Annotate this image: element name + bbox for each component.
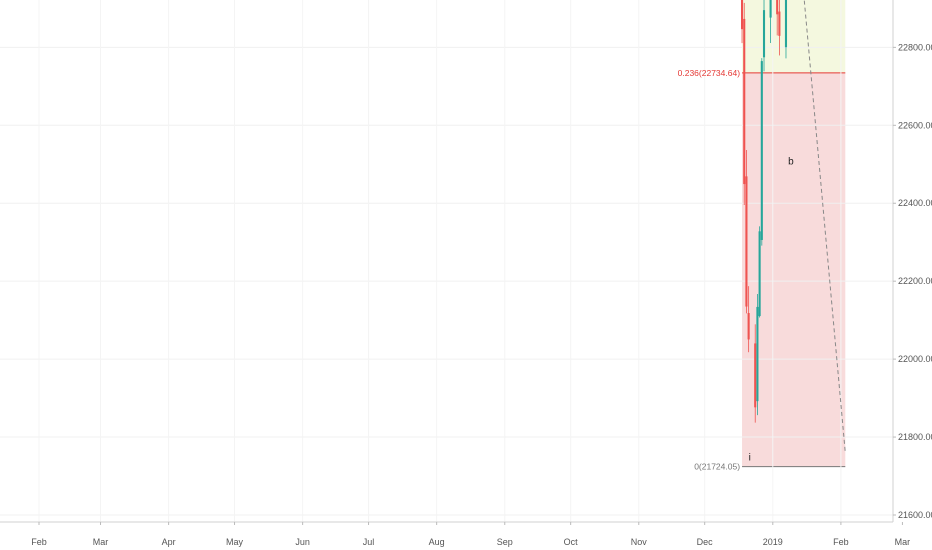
time-tick-label: Mar xyxy=(93,537,109,547)
time-tick-label: Dec xyxy=(697,537,714,547)
price-tick-label: 21600.00 xyxy=(898,510,932,520)
price-tick-label: 22800.00 xyxy=(898,42,932,52)
candles-layer xyxy=(740,0,788,423)
time-tick-label: Nov xyxy=(631,537,648,547)
fib-level-label: 0.236(22734.64) xyxy=(678,68,741,78)
time-tick-label: Jul xyxy=(363,537,375,547)
time-tick-label: May xyxy=(226,537,244,547)
time-tick-label: 2019 xyxy=(763,537,783,547)
candle-body xyxy=(756,306,759,402)
wave-label: b xyxy=(788,156,794,167)
candle-body xyxy=(754,343,757,408)
candle-body xyxy=(769,0,772,18)
candle-body xyxy=(760,61,763,240)
time-tick-label: Aug xyxy=(429,537,445,547)
time-tick-label: Feb xyxy=(833,537,849,547)
projection-line xyxy=(803,0,846,453)
wave-label: i xyxy=(749,452,751,463)
candle-body xyxy=(740,0,744,30)
time-tick-label: Oct xyxy=(564,537,579,547)
price-tick-label: 22000.00 xyxy=(898,354,932,364)
time-tick-label: Sep xyxy=(497,537,513,547)
candle-body xyxy=(747,313,750,340)
time-axis-bg xyxy=(0,522,893,550)
candle-body xyxy=(745,176,748,307)
time-tick-label: Mar xyxy=(895,537,911,547)
price-axis-bg xyxy=(893,0,932,550)
fib-level-label: 0(21724.05) xyxy=(694,462,740,472)
fibonacci-labels-layer: 1(26006.22)0.786(25089.83)0.618(24370.45… xyxy=(678,68,741,472)
fib-zone xyxy=(742,0,846,73)
time-tick-label: Feb xyxy=(31,537,47,547)
trendlines-layer xyxy=(803,0,846,453)
time-tick-label: Jun xyxy=(295,537,310,547)
candle-body xyxy=(784,0,788,48)
time-tick-label: Apr xyxy=(162,537,176,547)
candle-body xyxy=(743,18,746,185)
price-tick-label: 22600.00 xyxy=(898,120,932,130)
price-tick-label: 21800.00 xyxy=(898,432,932,442)
candle-body xyxy=(758,231,761,317)
candle-body xyxy=(762,10,766,58)
candle-body xyxy=(776,0,779,15)
annotations-layer: Supportiiiiiiivabv(1)?c Abac BC(2)?c ii?… xyxy=(749,156,795,463)
price-tick-label: 22400.00 xyxy=(898,198,932,208)
candle-body xyxy=(778,11,781,36)
price-tick-label: 22200.00 xyxy=(898,276,932,286)
